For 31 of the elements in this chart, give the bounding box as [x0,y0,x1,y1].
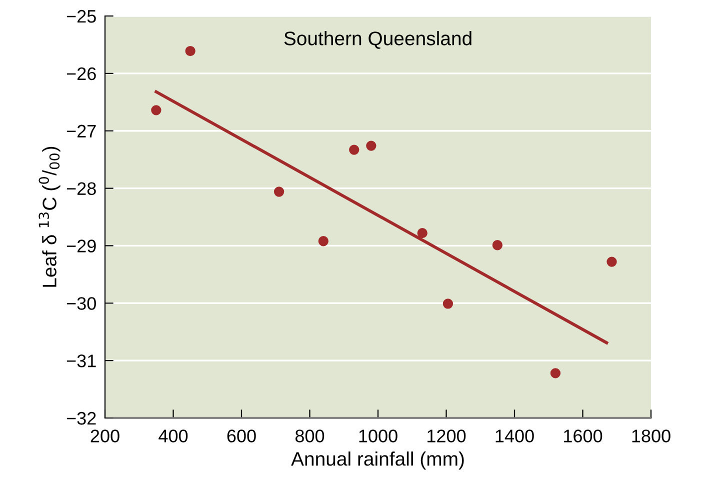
annotation: Southern Queensland [284,31,472,49]
y-tick-label: −32 [66,412,96,425]
point [151,105,162,116]
x-axis-title: Annual rainfall (mm) [291,452,464,470]
point [442,298,454,309]
point [318,236,328,246]
point [274,186,284,197]
point [366,140,376,151]
x-tick-label: 1800 [632,430,670,442]
point [550,368,561,378]
y-tick-label: −26 [66,67,96,80]
x-tick-label: 1400 [496,430,534,442]
x-tick-label: 600 [227,430,256,442]
point [417,228,428,238]
x-tick-label: 800 [295,430,324,442]
y-tick-label: −29 [66,240,96,252]
x-tick-label: 1200 [428,430,466,442]
x-tick-label: 400 [158,430,188,442]
x-tick-label: 1600 [564,430,602,442]
point [606,256,617,267]
point [185,46,196,56]
y-tick-label: −28 [66,182,96,196]
y-tick-label: −31 [66,354,96,368]
x-tick-label: 200 [90,430,120,442]
y-tick-label: −27 [66,124,96,138]
point [349,144,360,155]
x-tick-label: 1000 [359,430,398,442]
y-tick-label: −25 [66,10,96,23]
y-tick-label: −30 [66,297,96,310]
y-axis-title: Leaf δ $^{13}$C ($^{0}$/$_{00}$) [38,146,60,287]
point [492,240,503,250]
